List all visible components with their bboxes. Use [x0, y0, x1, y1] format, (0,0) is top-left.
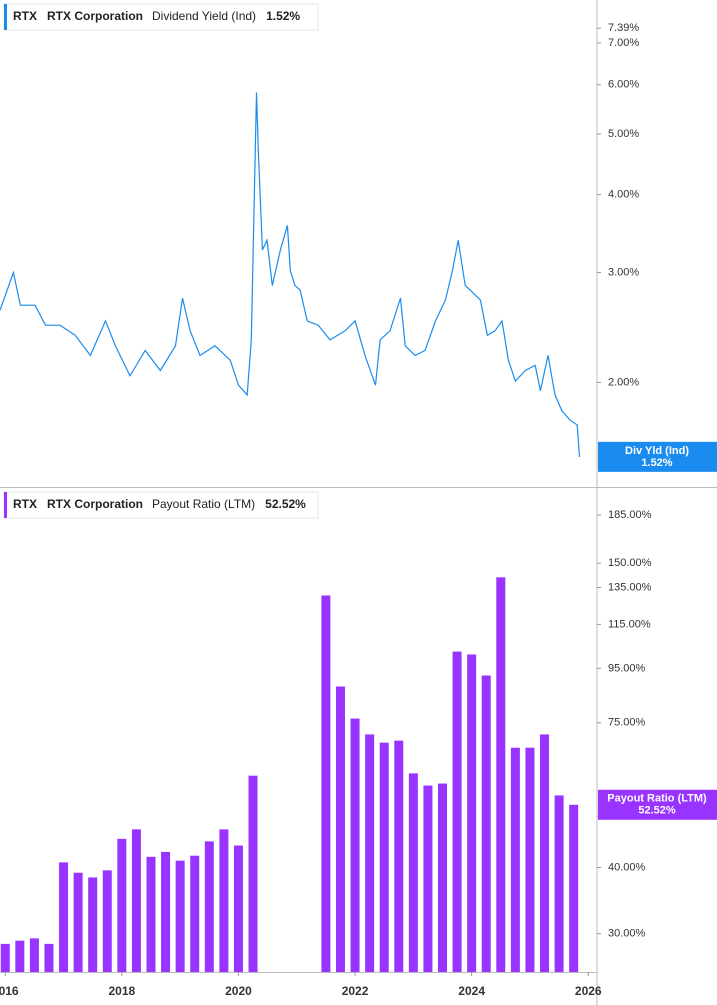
- y-tick-label: 185.00%: [608, 509, 652, 521]
- y-tick-label: 4.00%: [608, 188, 639, 200]
- latest-badge-value: 52.52%: [638, 805, 676, 817]
- legend-value: 1.52%: [266, 9, 300, 23]
- bar: [59, 862, 69, 972]
- latest-badge-name: Payout Ratio (LTM): [607, 793, 707, 805]
- legend-box: [3, 491, 319, 519]
- y-tick-label: 75.00%: [608, 717, 646, 729]
- legend-company: RTX Corporation: [47, 497, 143, 511]
- x-tick-label: 2016: [0, 984, 19, 998]
- legend-series: Dividend Yield (Ind): [152, 9, 256, 23]
- bar: [146, 856, 156, 972]
- bar: [204, 841, 214, 972]
- bar: [408, 773, 418, 972]
- bar: [554, 795, 564, 972]
- bar: [233, 845, 243, 972]
- bar: [379, 742, 389, 972]
- legend-box: [3, 3, 319, 31]
- bar: [44, 943, 54, 972]
- bar: [321, 595, 331, 972]
- y-tick-label: 95.00%: [608, 662, 646, 674]
- legend-value: 52.52%: [265, 497, 306, 511]
- legend-series: Payout Ratio (LTM): [152, 497, 255, 511]
- bar: [481, 675, 491, 972]
- bar: [248, 775, 258, 972]
- bar: [569, 804, 579, 972]
- y-tick-label: 5.00%: [608, 128, 639, 140]
- latest-badge: [598, 789, 717, 820]
- legend-swatch: [4, 492, 7, 518]
- line: [0, 92, 581, 457]
- bar: [88, 877, 98, 972]
- bar: [540, 734, 550, 972]
- y-tick-label: 6.00%: [608, 79, 639, 91]
- bar: [117, 838, 127, 972]
- y-tick-label: 7.39%: [608, 22, 639, 34]
- x-tick-label: 2024: [458, 984, 485, 998]
- x-tick-label: 2020: [225, 984, 252, 998]
- y-tick-label: 115.00%: [608, 618, 651, 630]
- y-tick-label: 30.00%: [608, 928, 646, 940]
- bar: [452, 651, 462, 972]
- legend-swatch: [4, 4, 7, 30]
- bar: [423, 785, 433, 972]
- bar: [467, 654, 477, 972]
- bar: [102, 870, 112, 972]
- bar: [73, 872, 83, 972]
- legend-ticker: RTX: [13, 497, 37, 511]
- legend-company: RTX Corporation: [47, 9, 143, 23]
- latest-badge: [598, 441, 717, 472]
- y-tick-label: 7.00%: [608, 37, 639, 49]
- y-tick-label: 2.00%: [608, 376, 639, 388]
- bar: [131, 829, 141, 972]
- latest-badge-name: Div Yld (Ind): [625, 445, 689, 457]
- x-tick-label: 2022: [342, 984, 369, 998]
- y-tick-label: 135.00%: [608, 581, 652, 593]
- bar: [219, 829, 229, 972]
- x-tick-label: 2018: [108, 984, 135, 998]
- bar: [190, 855, 200, 972]
- bar: [496, 577, 506, 972]
- y-tick-label: 150.00%: [608, 557, 652, 569]
- bar: [335, 686, 345, 972]
- bar: [0, 943, 10, 972]
- bar: [438, 783, 448, 972]
- bar: [525, 747, 535, 972]
- bar: [29, 938, 39, 972]
- legend-ticker: RTX: [13, 9, 37, 23]
- bar: [161, 851, 171, 972]
- bar: [510, 747, 520, 972]
- y-tick-label: 3.00%: [608, 266, 639, 278]
- bar: [350, 718, 360, 972]
- x-tick-label: 2026: [575, 984, 602, 998]
- latest-badge-value: 1.52%: [641, 457, 672, 469]
- bar: [175, 860, 185, 972]
- bar: [365, 734, 375, 972]
- bar: [15, 940, 25, 972]
- bar: [394, 740, 404, 972]
- y-tick-label: 40.00%: [608, 861, 646, 873]
